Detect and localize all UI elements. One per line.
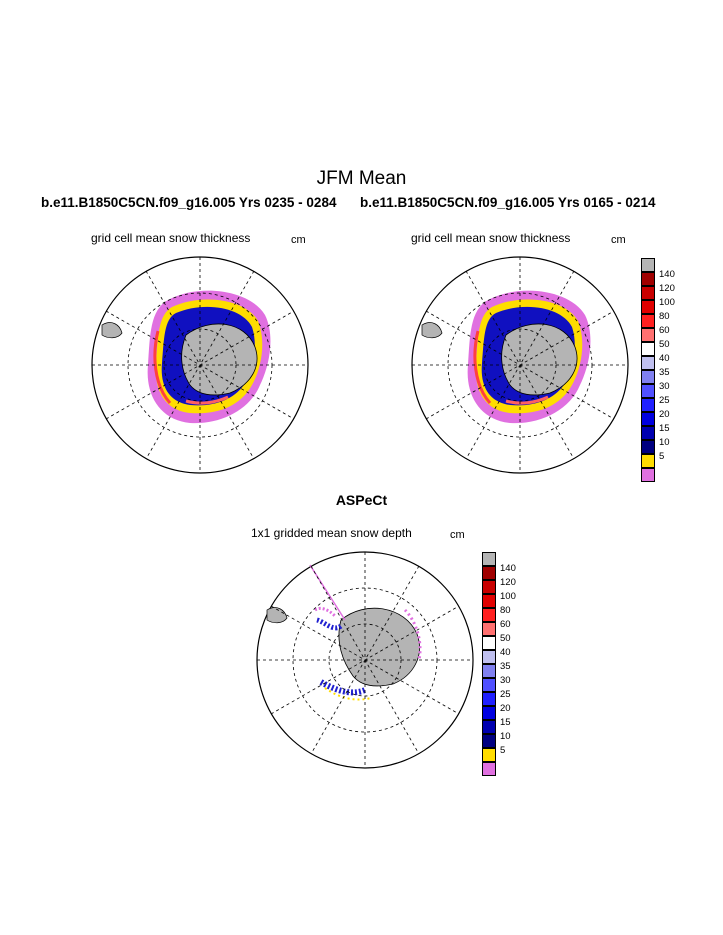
colorbar-swatch xyxy=(641,356,655,370)
colorbar-label: 40 xyxy=(500,647,511,658)
map-model-left xyxy=(91,256,309,474)
panel-right-subtitle: grid cell mean snow thickness xyxy=(411,231,571,245)
colorbar-swatch xyxy=(641,370,655,384)
colorbar-label: 140 xyxy=(500,563,516,574)
colorbar-label: 50 xyxy=(500,633,511,644)
colorbar-swatch xyxy=(641,440,655,454)
panel-bottom-unit: cm xyxy=(450,529,465,541)
south-america-land xyxy=(101,322,123,339)
colorbar-swatch xyxy=(482,664,496,678)
colorbar-label: 50 xyxy=(659,339,670,350)
colorbar-label: 30 xyxy=(500,675,511,686)
south-america-land xyxy=(421,322,443,339)
colorbar-swatch xyxy=(641,426,655,440)
antarctica-land xyxy=(181,323,258,396)
panel-right-unit: cm xyxy=(611,234,626,246)
colorbar-label: 15 xyxy=(500,717,511,728)
colorbar-swatch xyxy=(641,314,655,328)
colorbar-swatch xyxy=(482,608,496,622)
map-observation xyxy=(256,551,474,769)
colorbar-label: 10 xyxy=(500,731,511,742)
colorbar-label: 80 xyxy=(659,311,670,322)
run-title-left: b.e11.B1850C5CN.f09_g16.005 Yrs 0235 - 0… xyxy=(41,195,337,210)
colorbar-swatch xyxy=(641,412,655,426)
colorbar-swatch xyxy=(482,748,496,762)
colorbar-label: 25 xyxy=(500,689,511,700)
colorbar-label: 15 xyxy=(659,423,670,434)
obs-points xyxy=(309,564,422,701)
colorbar-swatch xyxy=(641,398,655,412)
colorbar-swatch xyxy=(482,706,496,720)
colorbar-label: 5 xyxy=(500,745,506,756)
colorbar-swatch xyxy=(482,678,496,692)
colorbar-label: 30 xyxy=(659,381,670,392)
colorbar-label: 120 xyxy=(659,283,675,294)
colorbar-swatch xyxy=(482,594,496,608)
colorbar-label: 35 xyxy=(659,367,670,378)
colorbar-label: 10 xyxy=(659,437,670,448)
obs-title: ASPeCt xyxy=(335,492,388,508)
graticule xyxy=(257,552,473,768)
colorbar-label: 140 xyxy=(659,269,675,280)
graticule xyxy=(412,257,628,473)
colorbar-label: 5 xyxy=(659,451,665,462)
colorbar-label: 100 xyxy=(659,297,675,308)
colorbar-swatch xyxy=(482,622,496,636)
colorbar-swatch xyxy=(482,720,496,734)
colorbar-label: 120 xyxy=(500,577,516,588)
colorbar-label: 80 xyxy=(500,605,511,616)
colorbar-swatch xyxy=(641,300,655,314)
panel-left-unit: cm xyxy=(291,234,306,246)
colorbar-label: 60 xyxy=(659,325,670,336)
colorbar-swatch xyxy=(482,636,496,650)
colorbar-swatch xyxy=(482,762,496,776)
colorbar-swatch xyxy=(641,342,655,356)
colorbar-label: 20 xyxy=(500,703,511,714)
colorbar-swatch xyxy=(482,580,496,594)
colorbar-swatch xyxy=(641,384,655,398)
colorbar-swatch xyxy=(482,566,496,580)
colorbar-swatch xyxy=(641,258,655,272)
run-title-right: b.e11.B1850C5CN.f09_g16.005 Yrs 0165 - 0… xyxy=(360,195,656,210)
map-model-right xyxy=(411,256,629,474)
antarctica-land xyxy=(338,607,420,687)
panel-bottom-subtitle: 1x1 gridded mean snow depth xyxy=(251,526,412,540)
south-america-land xyxy=(266,607,288,624)
colorbar-label: 60 xyxy=(500,619,511,630)
colorbar-swatch xyxy=(482,734,496,748)
colorbar-swatch xyxy=(482,552,496,566)
colorbar-swatch xyxy=(482,650,496,664)
antarctica-land xyxy=(501,323,578,396)
panel-left-subtitle: grid cell mean snow thickness xyxy=(91,231,251,245)
colorbar-label: 35 xyxy=(500,661,511,672)
colorbar-swatch xyxy=(641,468,655,482)
colorbar-swatch xyxy=(641,272,655,286)
colorbar-swatch xyxy=(482,692,496,706)
colorbar-label: 40 xyxy=(659,353,670,364)
colorbar-swatch xyxy=(641,454,655,468)
colorbar-swatch xyxy=(641,328,655,342)
colorbar-label: 20 xyxy=(659,409,670,420)
graticule xyxy=(92,257,308,473)
figure-title: JFM Mean xyxy=(316,168,407,189)
colorbar-label: 25 xyxy=(659,395,670,406)
colorbar-swatch xyxy=(641,286,655,300)
colorbar-label: 100 xyxy=(500,591,516,602)
